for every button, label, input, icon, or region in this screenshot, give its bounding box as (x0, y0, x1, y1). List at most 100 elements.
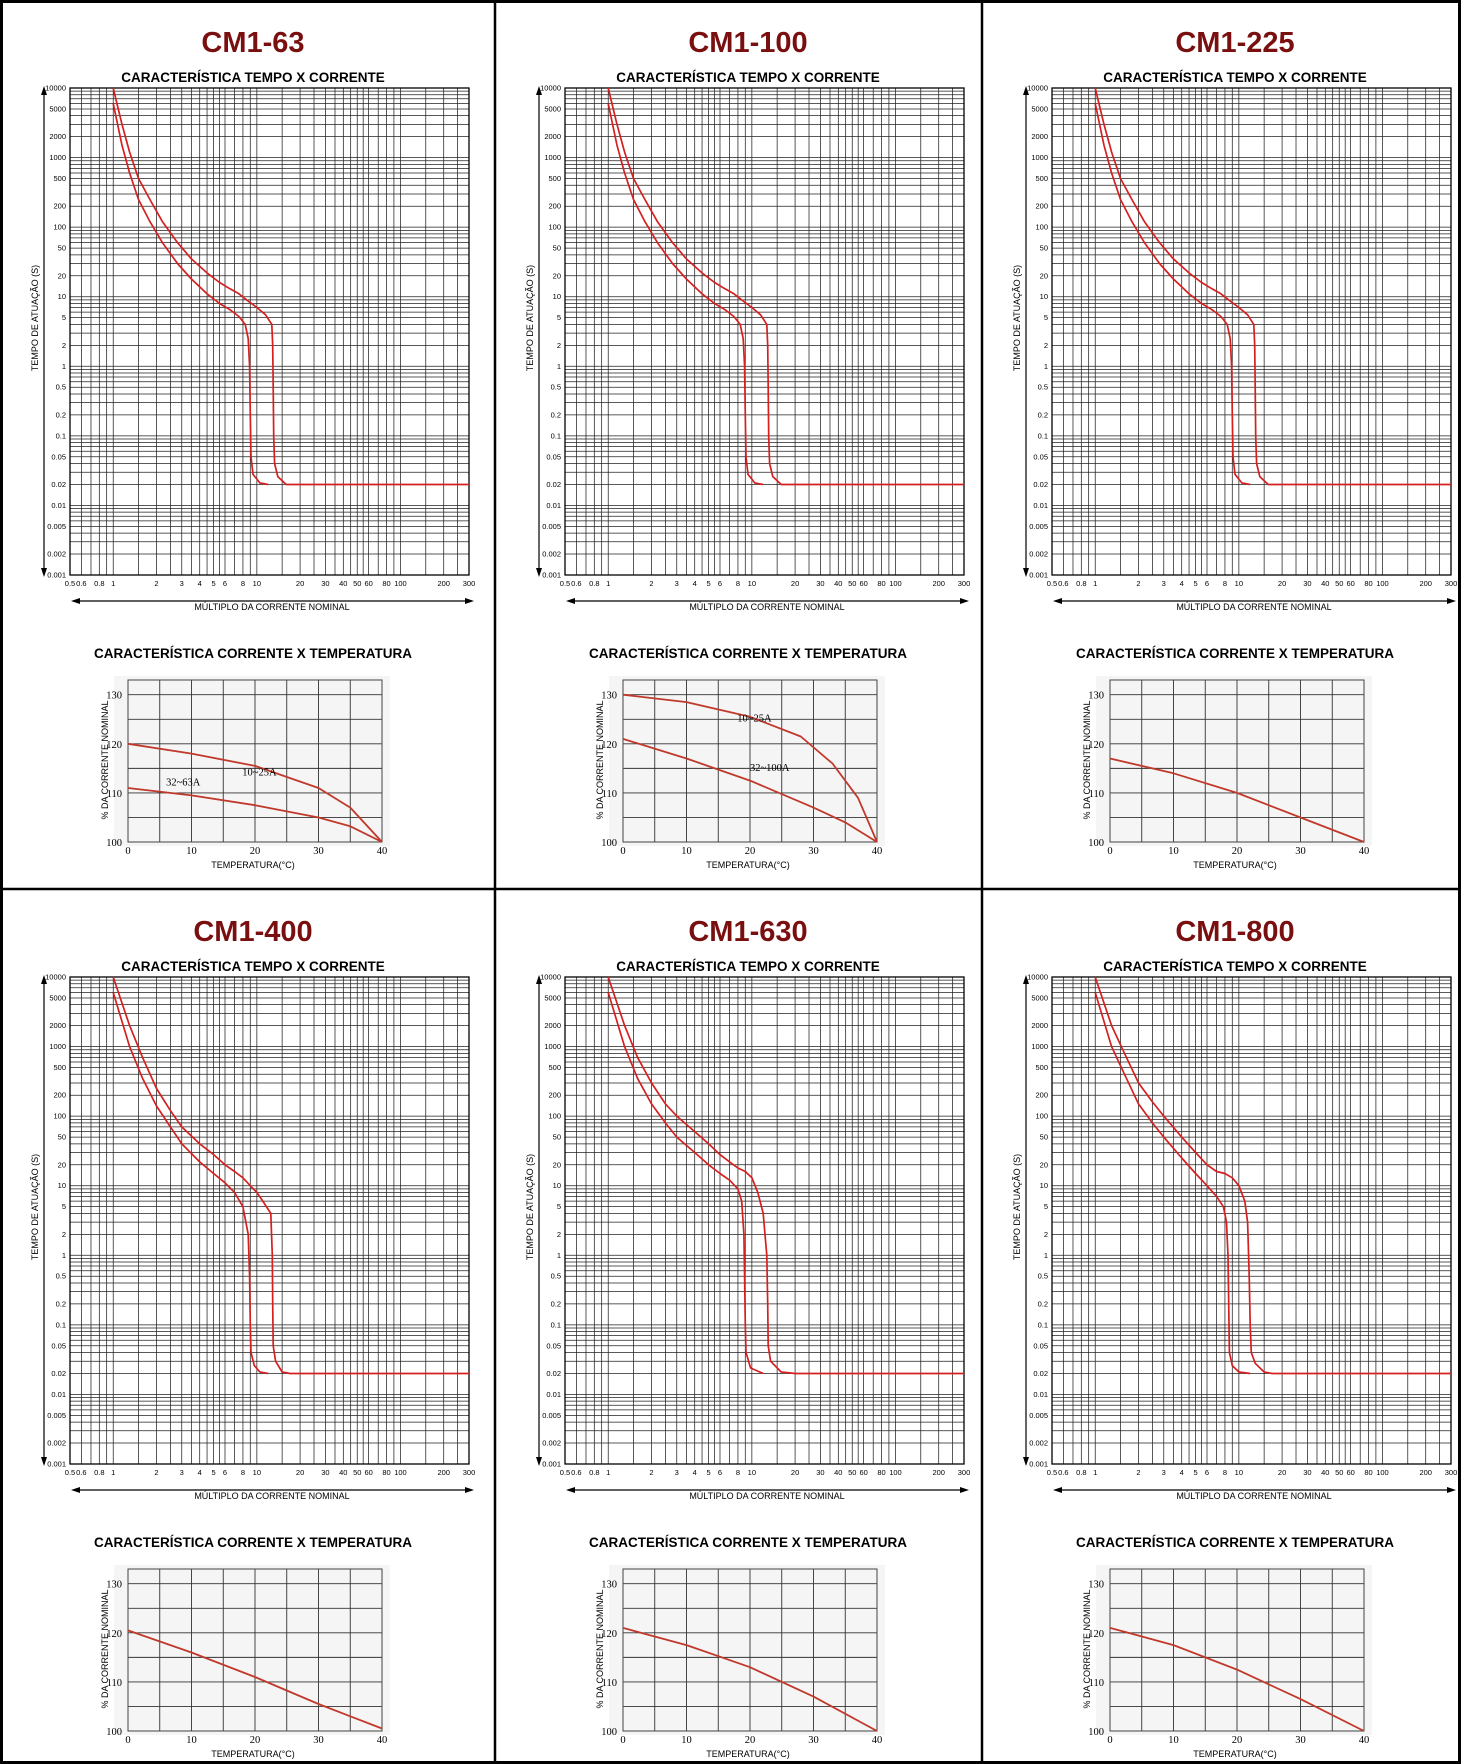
x-tick-label: 100 (1376, 579, 1389, 588)
temp-y-axis-title: % DA CORRENTE NOMINAL (100, 700, 110, 819)
x-tick-label: 30 (816, 1468, 824, 1477)
x-tick-label: 8 (241, 579, 245, 588)
x-tick-label: 4 (198, 579, 202, 588)
y-tick-label: 5000 (49, 993, 66, 1002)
y-arrow-head (1023, 86, 1029, 95)
y-tick-label: 1 (1044, 362, 1048, 371)
y-tick-label: 0.2 (551, 1299, 561, 1308)
y-tick-label: 200 (53, 202, 66, 211)
y-tick-label: 0.05 (1033, 452, 1048, 461)
x-tick-label: 80 (382, 579, 390, 588)
x-tick-label: 200 (1419, 579, 1432, 588)
model-title: CM1-630 (688, 916, 807, 948)
y-axis-title: TEMPO DE ATUAÇÃO (S) (525, 265, 535, 371)
y-tick-label: 100 (548, 1112, 561, 1121)
y-tick-label: 2000 (1031, 132, 1048, 141)
y-tick-label: 0.05 (1033, 1341, 1048, 1350)
temp-x-tick-label: 40 (377, 1735, 388, 1746)
x-tick-label: 4 (693, 1468, 697, 1477)
x-tick-label: 100 (889, 1468, 902, 1477)
temp-x-tick-label: 40 (1359, 1735, 1370, 1746)
x-tick-label: 1 (606, 579, 610, 588)
x-tick-label: 0.8 (1076, 579, 1086, 588)
temp-x-axis-title: TEMPERATURA(°C) (706, 860, 789, 870)
y-tick-label: 5000 (1031, 993, 1048, 1002)
x-tick-label: 6 (223, 579, 227, 588)
y-tick-label: 50 (553, 244, 561, 253)
x-tick-label: 1 (606, 1468, 610, 1477)
temp-curve (127, 742, 383, 843)
x-axis-title: MÚLTIPLO DA CORRENTE NOMINAL (1176, 602, 1331, 612)
y-tick-label: 1 (62, 1251, 66, 1260)
temp-y-tick-label: 100 (601, 838, 617, 849)
y-tick-label: 0.005 (47, 522, 66, 531)
panel-cm1-100: CM1-100 CARACTERÍSTICA TEMPO X CORRENTE 0.… (525, 27, 970, 870)
y-tick-label: 0.02 (51, 1369, 66, 1378)
x-tick-label: 30 (321, 1468, 329, 1477)
y-tick-label: 200 (1035, 1091, 1048, 1100)
temp-y-tick-label: 130 (1088, 691, 1104, 702)
temp-x-axis-title: TEMPERATURA(°C) (1193, 860, 1276, 870)
time-current-plot-frame (69, 976, 470, 1465)
time-current-plot-frame (1051, 976, 1452, 1465)
x-tick-label: 300 (958, 579, 971, 588)
y-tick-label: 0.005 (542, 522, 561, 531)
y-tick-label: 0.005 (47, 1411, 66, 1420)
x-tick-label: 2 (154, 579, 158, 588)
temp-curve (622, 738, 878, 843)
x-tick-label: 3 (1162, 579, 1166, 588)
x-tick-label: 40 (1321, 1468, 1329, 1477)
y-tick-label: 50 (1040, 244, 1048, 253)
x-tick-label: 50 (353, 1468, 361, 1477)
y-tick-label: 2 (62, 1230, 66, 1239)
x-tick-label: 20 (791, 1468, 799, 1477)
y-tick-label: 20 (553, 1160, 561, 1169)
y-tick-label: 0.2 (551, 410, 561, 419)
y-tick-label: 500 (1035, 1063, 1048, 1072)
model-title: CM1-400 (193, 916, 312, 948)
y-arrow-head (536, 975, 542, 984)
y-tick-label: 10000 (1027, 973, 1048, 982)
x-tick-label: 60 (1346, 579, 1354, 588)
y-tick-label: 200 (53, 1091, 66, 1100)
temp-x-tick-label: 0 (620, 846, 625, 857)
y-tick-label: 0.002 (542, 1439, 561, 1448)
x-tick-label: 200 (437, 1468, 450, 1477)
temp-y-tick-label: 100 (601, 1727, 617, 1738)
x-tick-label: 40 (1321, 579, 1329, 588)
x-tick-label: 0.6 (76, 579, 86, 588)
x-tick-label: 5 (212, 1468, 216, 1477)
x-tick-label: 40 (834, 579, 842, 588)
y-arrow-head (1023, 975, 1029, 984)
panel-cm1-630: CM1-630 CARACTERÍSTICA TEMPO X CORRENTE 0.… (525, 916, 970, 1759)
x-tick-label: 3 (675, 1468, 679, 1477)
y-tick-label: 0.02 (1033, 480, 1048, 489)
x-axis-title: MÚLTIPLO DA CORRENTE NOMINAL (194, 602, 349, 612)
y-tick-label: 5 (62, 1202, 66, 1211)
x-tick-label: 6 (718, 579, 722, 588)
y-tick-label: 20 (1040, 271, 1048, 280)
y-tick-label: 100 (1035, 1112, 1048, 1121)
y-tick-label: 0.02 (51, 480, 66, 489)
x-tick-label: 20 (1278, 1468, 1286, 1477)
x-tick-label: 20 (791, 579, 799, 588)
time-current-grid (564, 87, 965, 576)
x-tick-label: 40 (339, 1468, 347, 1477)
y-tick-label: 50 (1040, 1133, 1048, 1142)
y-tick-label: 5000 (544, 104, 561, 113)
x-tick-label: 80 (877, 579, 885, 588)
y-tick-label: 1000 (49, 153, 66, 162)
y-tick-label: 1 (557, 1251, 561, 1260)
y-tick-label: 500 (53, 174, 66, 183)
temp-x-tick-label: 20 (250, 1735, 261, 1746)
y-arrow-head (1023, 568, 1029, 577)
y-tick-label: 5 (62, 313, 66, 322)
y-tick-label: 0.05 (51, 1341, 66, 1350)
y-tick-label: 0.005 (1029, 1411, 1048, 1420)
temp-plot-frame (1109, 1568, 1365, 1732)
x-tick-label: 60 (1346, 1468, 1354, 1477)
temp-y-tick-label: 110 (107, 1678, 122, 1689)
temp-y-tick-label: 110 (1089, 789, 1104, 800)
y-tick-label: 0.02 (1033, 1369, 1048, 1378)
